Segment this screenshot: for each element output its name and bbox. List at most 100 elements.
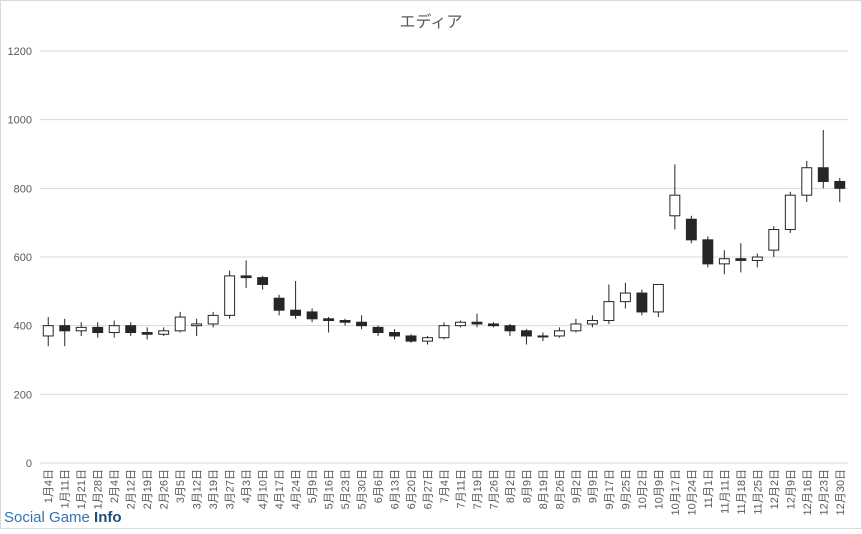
x-tick-label: 8月9日 — [521, 469, 533, 503]
candle-body — [339, 320, 351, 323]
y-tick-label: 800 — [14, 183, 32, 195]
candle-body — [603, 301, 615, 322]
candle-body — [125, 325, 137, 334]
x-tick-label: 5月9日 — [307, 469, 319, 503]
candle-body — [817, 167, 829, 182]
x-tick-label: 7月19日 — [472, 469, 484, 509]
candle-body — [405, 335, 417, 342]
x-tick-label: 10月2日 — [637, 469, 649, 509]
candle-body — [59, 325, 71, 332]
candle-body — [735, 258, 747, 261]
x-tick-label: 11月25日 — [752, 469, 764, 515]
candle-body — [702, 239, 714, 265]
candle-body — [834, 180, 846, 189]
x-tick-label: 8月26日 — [554, 469, 566, 509]
candle-body — [751, 256, 763, 261]
x-tick-label: 9月17日 — [604, 469, 616, 509]
x-tick-label: 4月24日 — [291, 469, 303, 509]
candle-body — [207, 314, 219, 325]
candle-body — [553, 330, 565, 337]
x-tick-label: 3月5日 — [175, 469, 187, 503]
x-tick-label: 6月27日 — [423, 469, 435, 509]
x-tick-label: 12月9日 — [785, 469, 797, 509]
x-tick-label: 12月30日 — [835, 469, 847, 515]
x-tick-label: 1月28日 — [93, 469, 105, 509]
x-tick-label: 11月18日 — [736, 469, 748, 515]
candle-body — [455, 321, 466, 327]
y-tick-label: 600 — [14, 252, 32, 264]
candle-body — [75, 326, 87, 332]
x-tick-label: 9月2日 — [571, 469, 583, 503]
y-tick-label: 1200 — [8, 46, 32, 58]
x-tick-label: 7月26日 — [488, 469, 500, 509]
x-tick-label: 8月19日 — [538, 469, 550, 509]
x-tick-label: 11月11日 — [719, 469, 731, 514]
x-tick-label: 1月11日 — [60, 469, 72, 509]
candle-body — [718, 258, 730, 265]
candle-body — [356, 321, 367, 327]
watermark-suffix: Info — [94, 509, 122, 526]
x-tick-label: 9月25日 — [620, 469, 632, 509]
y-tick-label: 200 — [14, 389, 32, 401]
x-tick-label: 3月27日 — [225, 469, 237, 509]
candle-body — [240, 275, 252, 279]
x-tick-label: 8月2日 — [505, 469, 517, 503]
x-tick-label: 2月19日 — [142, 469, 154, 509]
candle-body — [42, 325, 54, 337]
x-tick-label: 5月30日 — [357, 469, 369, 509]
watermark: Social Game Info — [4, 509, 122, 526]
x-tick-label: 5月23日 — [340, 469, 352, 509]
x-tick-label: 10月17日 — [670, 469, 682, 515]
candle-body — [619, 292, 631, 303]
candle-body — [652, 283, 664, 313]
candle-body — [669, 194, 681, 217]
candle-body — [488, 323, 499, 327]
candle-body — [768, 229, 780, 251]
x-tick-label: 2月26日 — [159, 469, 171, 509]
candle-body — [174, 316, 186, 332]
candle-body — [521, 330, 532, 337]
x-tick-label: 6月13日 — [390, 469, 402, 509]
candle-body — [224, 275, 236, 316]
chart-title: エディア — [400, 12, 463, 31]
x-tick-label: 10月9日 — [653, 469, 665, 509]
x-tick-label: 4月3日 — [241, 469, 253, 503]
x-tick-label: 12月16日 — [802, 469, 814, 515]
watermark-brand: Social Game — [4, 509, 90, 526]
candle-body — [586, 320, 598, 325]
x-tick-label: 6月6日 — [373, 469, 385, 503]
candle-body — [537, 335, 549, 338]
candle-body — [685, 218, 697, 241]
candle-body — [257, 277, 269, 285]
x-tick-label: 1月21日 — [76, 469, 88, 509]
x-tick-label: 10月24日 — [686, 469, 698, 515]
candle-body — [801, 167, 813, 196]
candle-body — [389, 332, 400, 337]
x-tick-label: 9月9日 — [587, 469, 599, 503]
candle-body — [422, 337, 433, 342]
candle-body — [158, 330, 170, 335]
candle-body — [438, 325, 450, 339]
candle-body — [290, 309, 302, 316]
candle-body — [92, 326, 104, 334]
candle-body — [636, 292, 648, 313]
x-tick-label: 12月23日 — [818, 469, 830, 515]
y-tick-label: 400 — [14, 321, 32, 333]
x-tick-label: 2月12日 — [126, 469, 138, 509]
x-tick-label: 2月4日 — [109, 469, 121, 503]
candle-body — [323, 318, 335, 322]
x-tick-label: 4月17日 — [274, 469, 286, 509]
candle-body — [273, 297, 285, 311]
x-tick-label: 3月12日 — [192, 469, 204, 509]
candle-body — [306, 311, 318, 320]
x-tick-label: 11月1日 — [703, 469, 715, 509]
candle-body — [372, 326, 384, 334]
candle-body — [504, 325, 516, 332]
x-tick-label: 4月10日 — [258, 469, 270, 509]
candle-body — [471, 321, 483, 325]
candle-body — [108, 325, 120, 334]
y-tick-label: 1000 — [8, 115, 32, 127]
candle-body — [570, 323, 582, 332]
